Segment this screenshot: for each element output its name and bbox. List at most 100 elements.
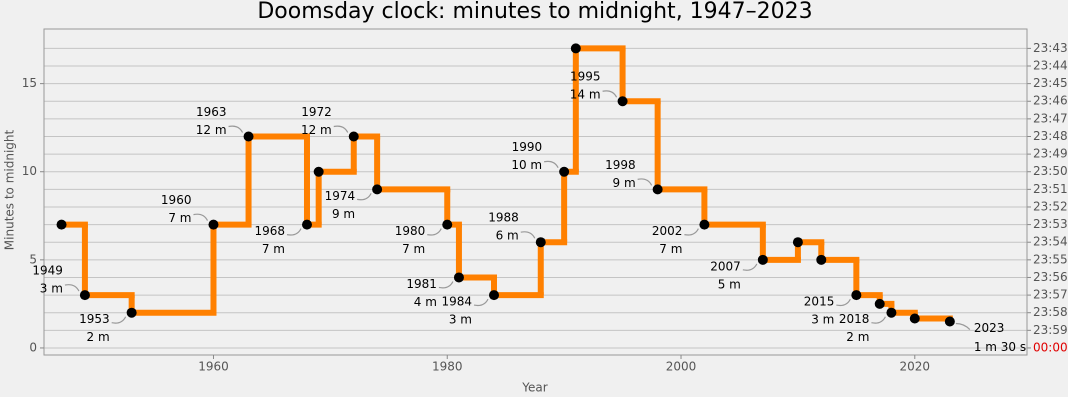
- chart-title: Doomsday clock: minutes to midnight, 194…: [257, 0, 812, 24]
- point: [243, 131, 254, 142]
- annotation-value: 9 m: [613, 176, 636, 190]
- annotation-value: 7 m: [659, 242, 682, 256]
- y-tick-label: 10: [22, 164, 37, 178]
- annotation-year: 1988: [488, 211, 519, 225]
- point: [944, 316, 955, 327]
- annotation-value: 3 m: [811, 313, 834, 327]
- annotation-year: 1960: [161, 193, 192, 207]
- point: [699, 219, 710, 230]
- annotation-year: 1974: [325, 189, 356, 203]
- plot-frame: [43, 28, 1028, 356]
- point: [79, 290, 90, 301]
- leader-line: [955, 322, 971, 330]
- point: [617, 96, 628, 107]
- y2-tick-label: 23:48: [1033, 129, 1068, 143]
- leader-line: [438, 281, 454, 289]
- annotation-year: 2018: [839, 312, 870, 326]
- point: [535, 237, 546, 248]
- point: [874, 298, 885, 309]
- point: [313, 166, 324, 177]
- annotation-value: 12 m: [196, 123, 227, 137]
- y2-tick-label: 23:46: [1033, 94, 1068, 108]
- x-tick-label: 1960: [198, 360, 229, 374]
- annotation-value: 14 m: [570, 88, 601, 102]
- y2-tick-label: 23:51: [1033, 182, 1068, 196]
- annotation-year: 1995: [570, 70, 601, 84]
- y2-tick-label: 23:50: [1033, 164, 1068, 178]
- y2-tick-label: 23:49: [1033, 147, 1068, 161]
- point: [816, 254, 827, 265]
- annotation-year: 2007: [710, 259, 741, 273]
- annotation-year: 2002: [652, 224, 683, 238]
- leader-line: [836, 298, 851, 307]
- y2-tick-label: 23:59: [1033, 323, 1068, 337]
- y2-tick-label: 23:53: [1033, 217, 1068, 231]
- annotation-value: 7 m: [262, 242, 285, 256]
- x-tick-label: 1980: [432, 360, 463, 374]
- point: [208, 219, 219, 230]
- y-tick-label: 0: [29, 340, 37, 354]
- y-tick-label: 15: [22, 76, 37, 90]
- annotation-year: 1981: [406, 277, 437, 291]
- y2-tick-label: 23:45: [1033, 76, 1068, 90]
- point: [489, 290, 500, 301]
- point: [757, 254, 768, 265]
- annotation-value: 7 m: [168, 211, 191, 225]
- annotation-year: 1990: [512, 140, 543, 154]
- y2-tick-label: 23:55: [1033, 252, 1068, 266]
- annotation-value: 4 m: [414, 295, 437, 309]
- leader-line: [544, 160, 559, 169]
- point: [792, 237, 803, 248]
- leader-line: [111, 316, 127, 324]
- annotation-value: 10 m: [511, 158, 542, 172]
- annotation-year: 1980: [395, 224, 426, 238]
- annotation-value: 6 m: [496, 229, 519, 243]
- point: [442, 219, 453, 230]
- leader-line: [357, 193, 372, 201]
- leader-line: [193, 213, 209, 221]
- leader-line: [520, 231, 536, 239]
- leader-line: [228, 125, 244, 133]
- leader-line: [871, 316, 886, 324]
- leader-line: [602, 90, 618, 98]
- y2-tick-label: 23:47: [1033, 111, 1068, 125]
- point: [348, 131, 359, 142]
- point: [909, 313, 920, 324]
- leader-line: [427, 228, 442, 236]
- y2-tick-label: 23:44: [1033, 59, 1068, 73]
- y2-tick-label: 23:57: [1033, 288, 1068, 302]
- annotation-year: 2015: [804, 295, 835, 309]
- y2-tick-label: 00:00: [1033, 340, 1068, 354]
- annotation-value: 2 m: [87, 330, 110, 344]
- annotation-year: 1963: [196, 105, 227, 119]
- annotation-year: 1968: [254, 224, 285, 238]
- annotation-value: 3 m: [449, 313, 472, 327]
- point: [652, 184, 663, 195]
- annotation-year: 2023: [974, 321, 1005, 335]
- point: [301, 219, 312, 230]
- annotation-value: 7 m: [402, 242, 425, 256]
- y-axis-label: Minutes to midnight: [3, 129, 17, 250]
- x-axis-label: Year: [521, 381, 547, 395]
- y2-tick-label: 23:43: [1033, 41, 1068, 55]
- leader-line: [473, 298, 489, 307]
- leader-line: [333, 125, 349, 133]
- leader-line: [286, 228, 302, 236]
- annotation-year: 1984: [441, 295, 472, 309]
- annotation-value: 12 m: [301, 123, 332, 137]
- point: [570, 43, 581, 54]
- annotation-value: 1 m 30 s: [974, 340, 1026, 354]
- annotation-year: 1953: [79, 312, 110, 326]
- leader-line: [637, 178, 653, 186]
- y-tick-label: 5: [29, 252, 37, 266]
- leader-line: [742, 263, 758, 271]
- point: [372, 184, 383, 195]
- point: [886, 307, 897, 318]
- point: [126, 307, 137, 318]
- y2-tick-label: 23:56: [1033, 270, 1068, 284]
- annotation-value: 3 m: [40, 282, 63, 296]
- y2-tick-label: 23:52: [1033, 199, 1068, 213]
- point: [851, 290, 862, 301]
- y2-tick-label: 23:58: [1033, 305, 1068, 319]
